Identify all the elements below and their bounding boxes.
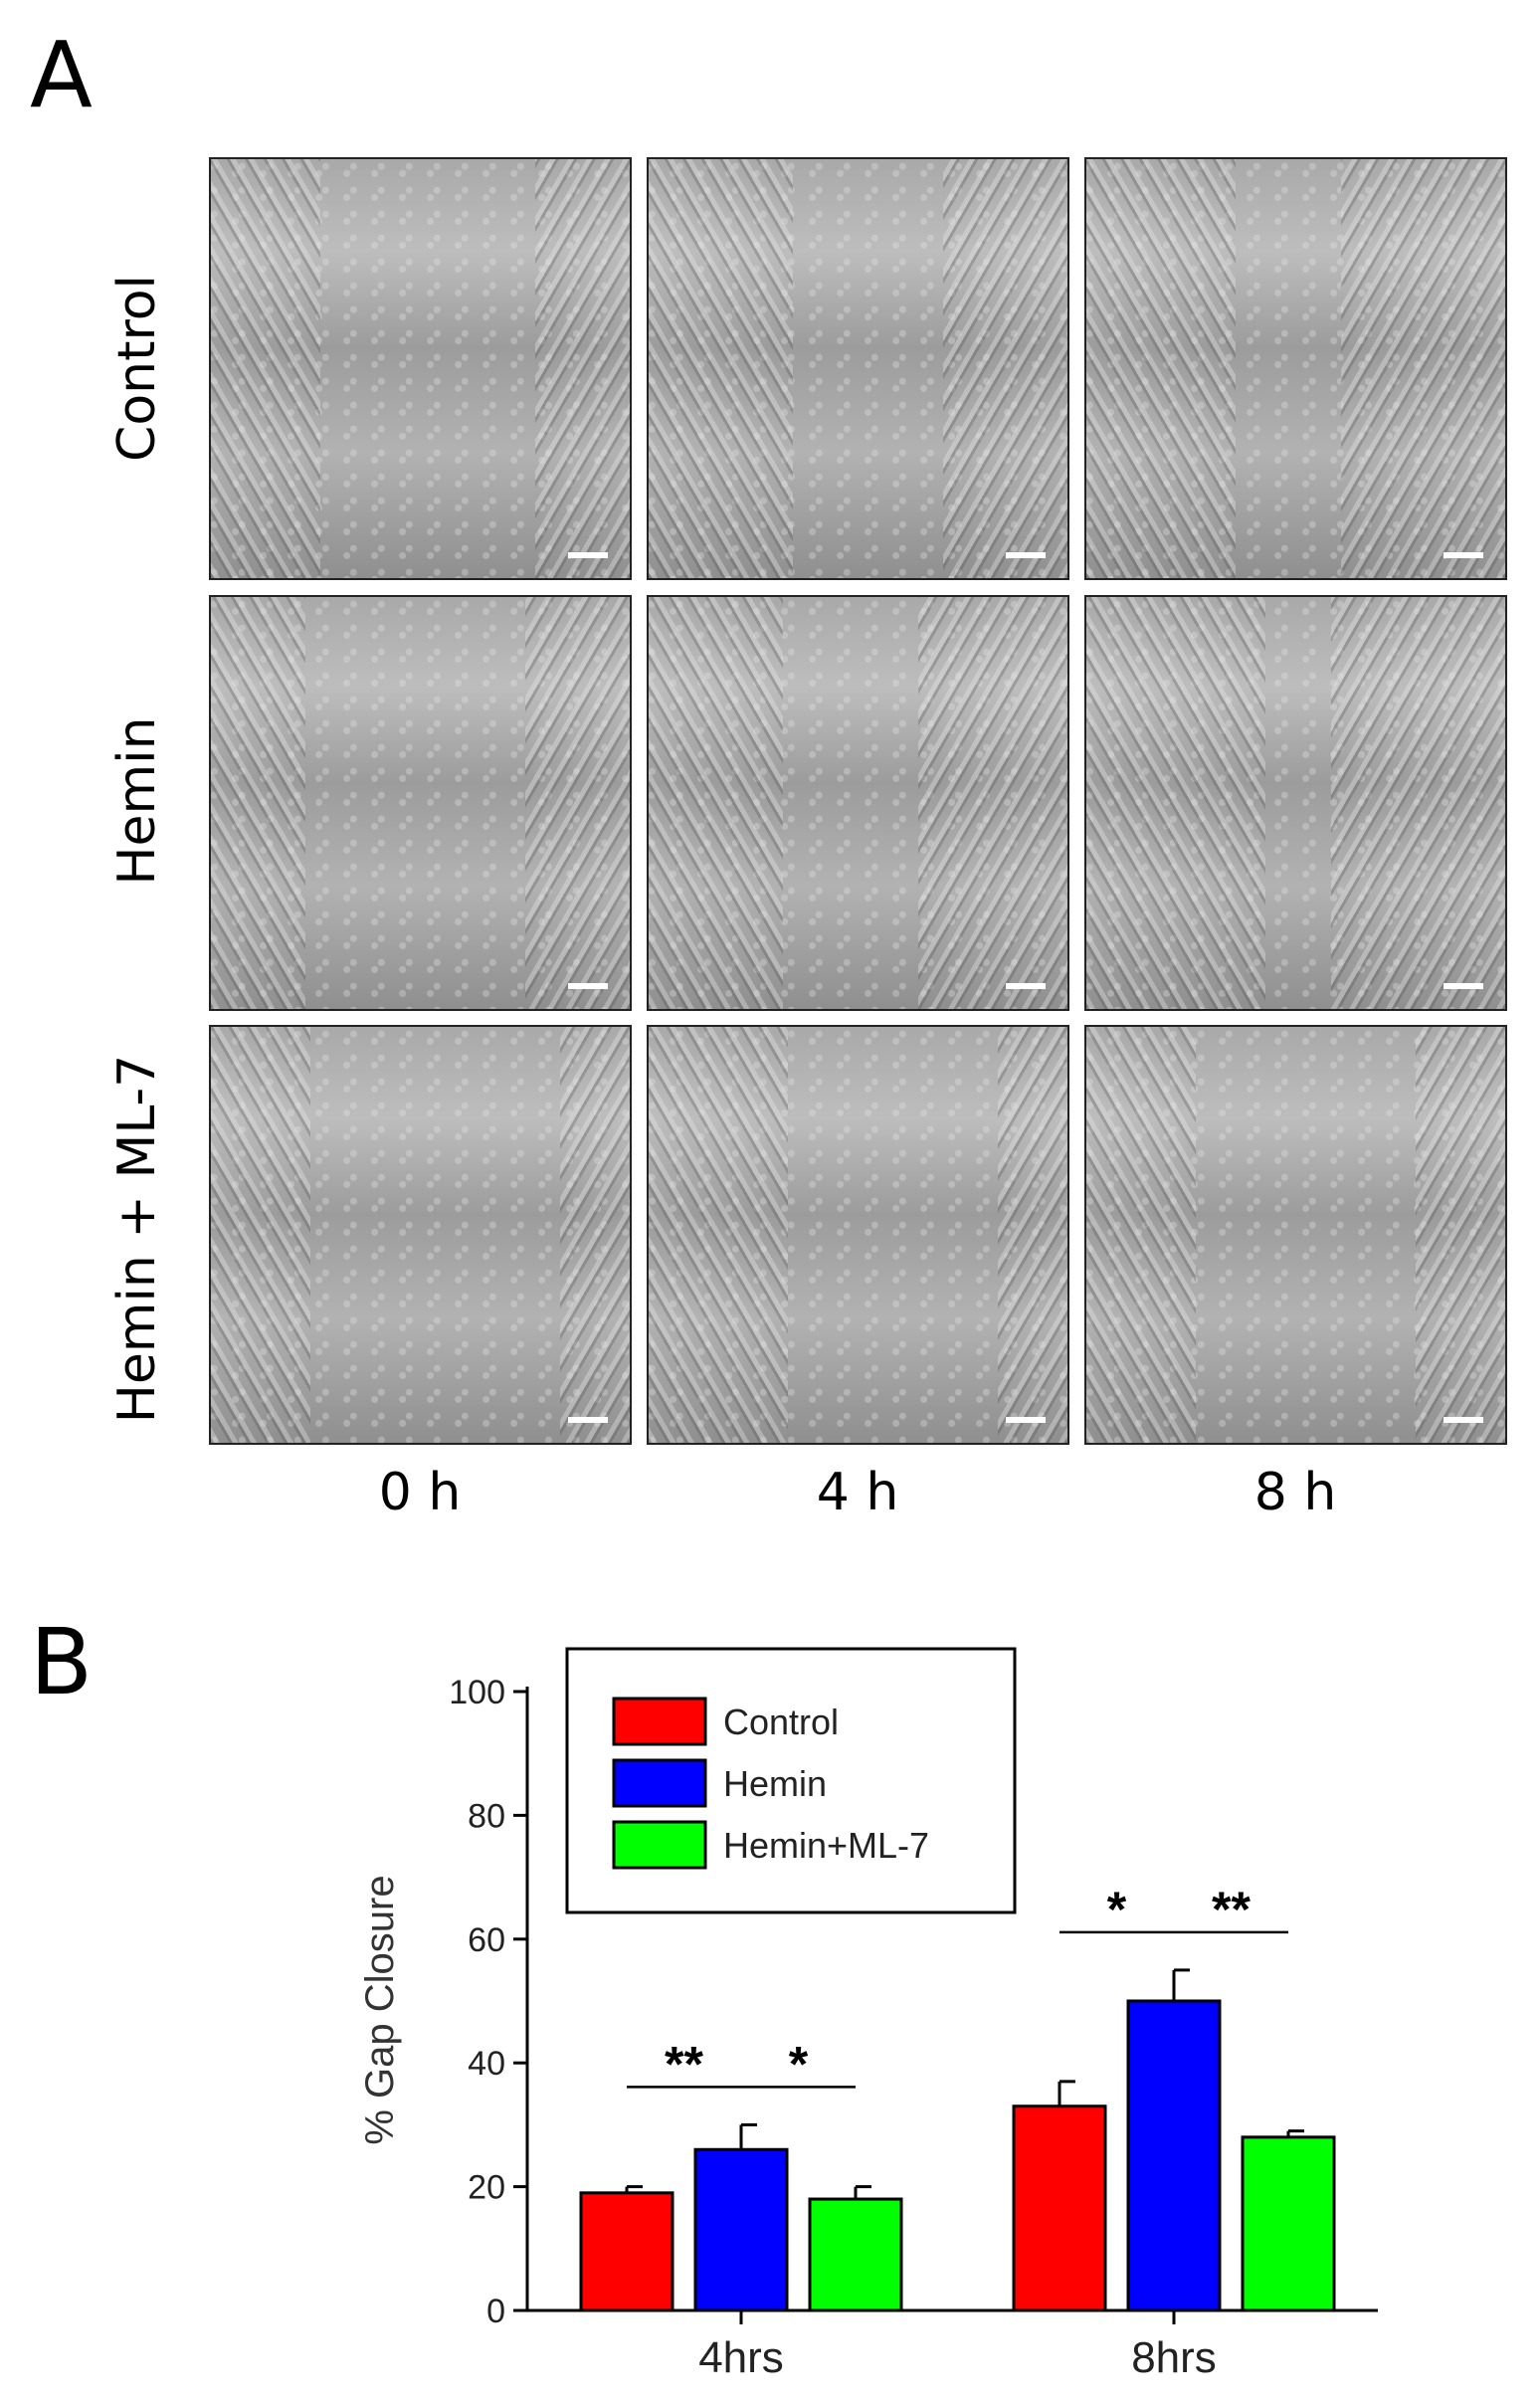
significance-label: ** <box>1212 1882 1251 1937</box>
legend-swatch <box>612 1820 707 1870</box>
scale-bar <box>1006 983 1046 989</box>
row-label-hemin-ml7: Hemin + ML-7 <box>107 1054 167 1424</box>
scale-bar <box>568 552 608 558</box>
bar <box>1012 2104 1107 2312</box>
scale-bar <box>1006 1417 1046 1423</box>
chart-significance: ** ** ** <box>627 1882 1288 2092</box>
scale-bar <box>1444 1417 1483 1423</box>
scale-bar <box>1444 983 1483 989</box>
micrograph-control-0h <box>209 157 632 580</box>
bar <box>808 2197 903 2312</box>
bar <box>1126 1999 1222 2312</box>
chart-error-bars <box>625 1968 1304 2200</box>
chart-bars <box>579 1999 1336 2312</box>
scale-bar <box>568 1417 608 1423</box>
y-tick-label: 60 <box>468 1921 505 1959</box>
legend-swatch <box>612 1758 707 1808</box>
x-tick-label: 4hrs <box>698 2333 784 2382</box>
micrograph-hemin-0h <box>209 595 632 1011</box>
micrograph-hemin-ml7-4h <box>647 1025 1069 1445</box>
y-axis-label: % Gap Closure <box>358 1875 402 2144</box>
y-tick-label: 40 <box>468 2045 505 2083</box>
significance-label: * <box>789 2036 809 2092</box>
y-tick-label: 20 <box>468 2169 505 2207</box>
time-label-4h: 4 h <box>816 1463 899 1522</box>
scale-bar <box>1006 552 1046 558</box>
y-tick-label: 80 <box>468 1797 505 1835</box>
micrograph-control-4h <box>647 157 1069 580</box>
panel-b-letter: B <box>30 1609 94 1715</box>
bar <box>693 2147 789 2312</box>
panel-a-letter: A <box>30 22 93 128</box>
micrograph-control-8h <box>1084 157 1507 580</box>
y-tick-label: 100 <box>449 1674 505 1711</box>
legend-label: Hemin <box>723 1763 827 1804</box>
y-tick-label: 0 <box>486 2293 505 2330</box>
micrograph-hemin-8h <box>1084 595 1507 1011</box>
micrograph-hemin-ml7-8h <box>1084 1025 1507 1445</box>
bar <box>579 2191 674 2312</box>
scale-bar <box>568 983 608 989</box>
row-label-control: Control <box>107 275 167 462</box>
chart-axes: 0 20 40 60 80 100 4hrs 8hrs <box>449 1674 1378 2382</box>
bar <box>1241 2135 1336 2312</box>
scale-bar <box>1444 552 1483 558</box>
chart-legend: Control Hemin Hemin+ML-7 <box>565 1647 1017 1914</box>
legend-swatch <box>612 1697 707 1746</box>
significance-label: * <box>1107 1882 1127 1937</box>
micrograph-hemin-4h <box>647 595 1069 1011</box>
time-label-8h: 8 h <box>1253 1463 1337 1522</box>
x-tick-label: 8hrs <box>1131 2333 1217 2382</box>
micrograph-hemin-ml7-0h <box>209 1025 632 1445</box>
legend-label: Control <box>723 1702 839 1742</box>
significance-label: ** <box>665 2036 703 2092</box>
legend-label: Hemin+ML-7 <box>723 1825 929 1866</box>
time-label-0h: 0 h <box>378 1463 462 1522</box>
row-label-hemin: Hemin <box>107 716 167 886</box>
